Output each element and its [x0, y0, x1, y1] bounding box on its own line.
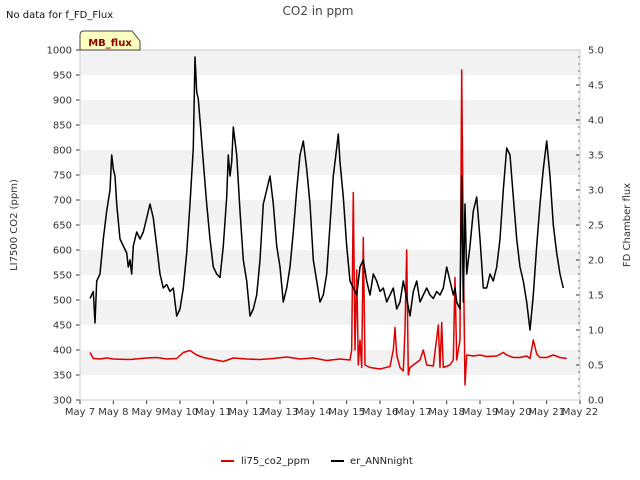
x-tick-label: May 17 — [395, 407, 432, 418]
y2-tick-label: 0.5 — [588, 361, 604, 372]
x-tick-label: May 7 — [65, 407, 95, 418]
grid-band — [80, 50, 580, 75]
y2-tick-label: 2.5 — [588, 221, 604, 232]
y-tick-label: 900 — [53, 96, 72, 107]
y-tick-label: 400 — [53, 346, 72, 357]
x-tick-label: May 18 — [428, 407, 465, 418]
x-tick-label: May 19 — [462, 407, 499, 418]
y-axis-label: LI7500 CO2 (ppm) — [9, 179, 20, 271]
y-tick-label: 700 — [53, 196, 72, 207]
y-tick-label: 550 — [53, 271, 72, 282]
y-tick-label: 350 — [53, 371, 72, 382]
y-tick-label: 850 — [53, 121, 72, 132]
y2-tick-label: 1.0 — [588, 326, 604, 337]
grid-band — [80, 350, 580, 375]
y-tick-label: 1000 — [47, 46, 72, 57]
x-tick-label: May 10 — [162, 407, 199, 418]
grid-band — [80, 100, 580, 125]
y2-tick-label: 5.0 — [588, 46, 604, 57]
y2-tick-label: 4.5 — [588, 81, 604, 92]
grid-band — [80, 150, 580, 175]
y2-axis-label: FD Chamber flux — [622, 183, 633, 267]
x-tick-label: May 9 — [132, 407, 162, 418]
y-tick-label: 750 — [53, 171, 72, 182]
grid-bands — [80, 50, 580, 375]
grid-band — [80, 300, 580, 325]
y2-tick-label: 3.0 — [588, 186, 604, 197]
badge-label: MB_flux — [88, 38, 132, 49]
y-tick-label: 950 — [53, 71, 72, 82]
series-line-li75_co2_ppm — [89, 69, 567, 386]
x-tick-label: May 12 — [228, 407, 265, 418]
series-line-er_ANNnight — [89, 56, 565, 331]
chart-title: CO2 in ppm — [283, 4, 354, 18]
x-tick-label: May 15 — [328, 407, 365, 418]
y2-tick-label: 0.0 — [588, 396, 604, 407]
y-tick-label: 600 — [53, 246, 72, 257]
no-data-note: No data for f_FD_Flux — [6, 10, 113, 21]
x-tick-label: May 16 — [362, 407, 399, 418]
y-tick-label: 500 — [53, 296, 72, 307]
y2-tick-label: 3.5 — [588, 151, 604, 162]
right-axis-ticks: 0.0 0.5 1.0 1.5 2.0 2.5 3.0 3.5 4.0 4.5 5.0 — [576, 46, 604, 407]
y2-tick-label: 2.0 — [588, 256, 604, 267]
x-tick-label: May 20 — [495, 407, 532, 418]
y2-tick-label: 4.0 — [588, 116, 604, 127]
x-tick-label: May 21 — [528, 407, 565, 418]
legend-label-li75: li75_co2_ppm — [241, 456, 310, 467]
x-tick-label: May 22 — [562, 407, 599, 418]
y-tick-label: 800 — [53, 146, 72, 157]
y-tick-label: 450 — [53, 321, 72, 332]
badge-shape — [79, 30, 141, 51]
plot-frame — [79, 49, 581, 401]
x-tick-label: May 11 — [195, 407, 232, 418]
legend: li75_co2_ppm er_ANNnight — [221, 456, 413, 467]
y2-tick-label: 1.5 — [588, 291, 604, 302]
y-tick-label: 650 — [53, 221, 72, 232]
y-tick-label: 300 — [53, 396, 72, 407]
grid-band — [80, 250, 580, 275]
left-axis-ticks: 300 350 400 450 500 550 600 650 700 750 800 850 900 9… — [47, 46, 80, 407]
mb-flux-badge: MB_flux — [79, 30, 141, 51]
series-layer — [89, 56, 567, 386]
legend-label-annnight: er_ANNnight — [350, 456, 413, 467]
x-tick-label: May 13 — [262, 407, 299, 418]
x-tick-label: May 14 — [295, 407, 332, 418]
x-tick-label: May 8 — [98, 407, 128, 418]
